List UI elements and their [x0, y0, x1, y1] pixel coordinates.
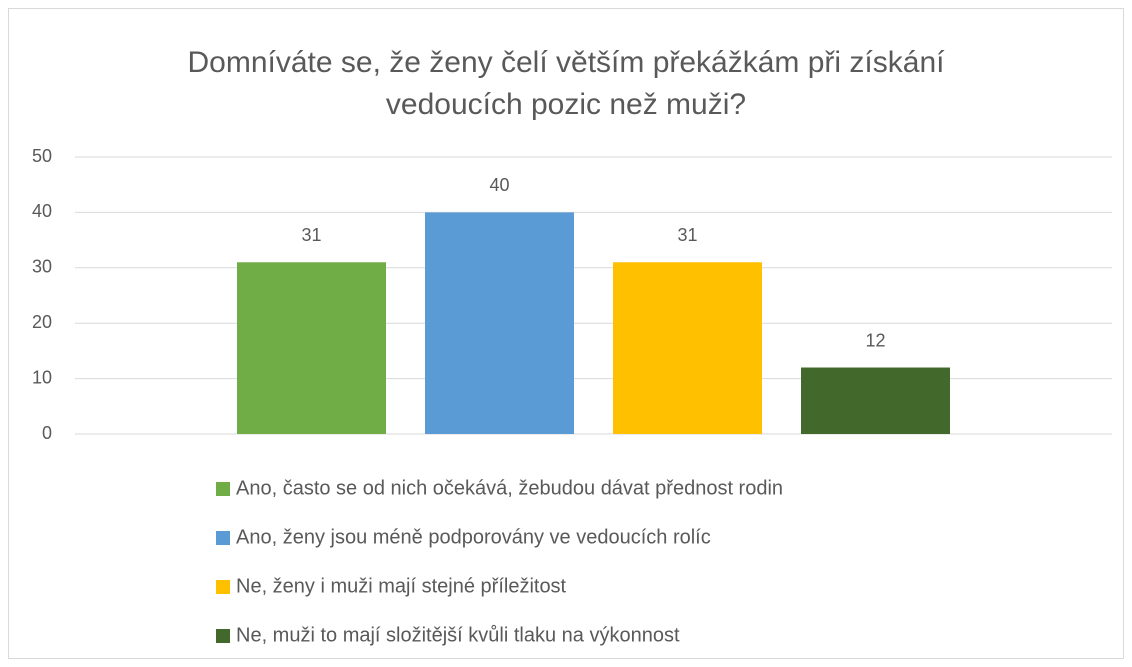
y-tick-label: 50: [32, 146, 52, 166]
legend-swatch: [216, 531, 230, 545]
y-tick-label: 0: [42, 423, 52, 443]
legend-label: Ano, ženy jsou méně podporovány ve vedou…: [236, 526, 711, 548]
y-tick-label: 40: [32, 201, 52, 221]
bar: [237, 262, 386, 434]
bar: [613, 262, 762, 434]
legend-swatch: [216, 482, 230, 496]
legend-label: Ano, často se od nich očekává, žebudou d…: [236, 477, 783, 499]
legend-label: Ne, ženy i muži mají stejné příležitost: [236, 575, 567, 597]
data-label: 12: [865, 330, 885, 350]
y-tick-label: 20: [32, 312, 52, 332]
y-tick-label: 30: [32, 257, 52, 277]
bar: [801, 367, 950, 434]
data-label: 40: [489, 175, 509, 195]
data-label: 31: [301, 225, 321, 245]
chart-title: Domníváte se, že ženy čelí větším překáž…: [187, 46, 945, 121]
legend-swatch: [216, 629, 230, 643]
bar: [425, 212, 574, 434]
data-label: 31: [677, 225, 697, 245]
y-tick-label: 10: [32, 367, 52, 387]
legend-swatch: [216, 580, 230, 594]
legend-label: Ne, muži to mají složitější kvůli tlaku …: [236, 624, 680, 646]
